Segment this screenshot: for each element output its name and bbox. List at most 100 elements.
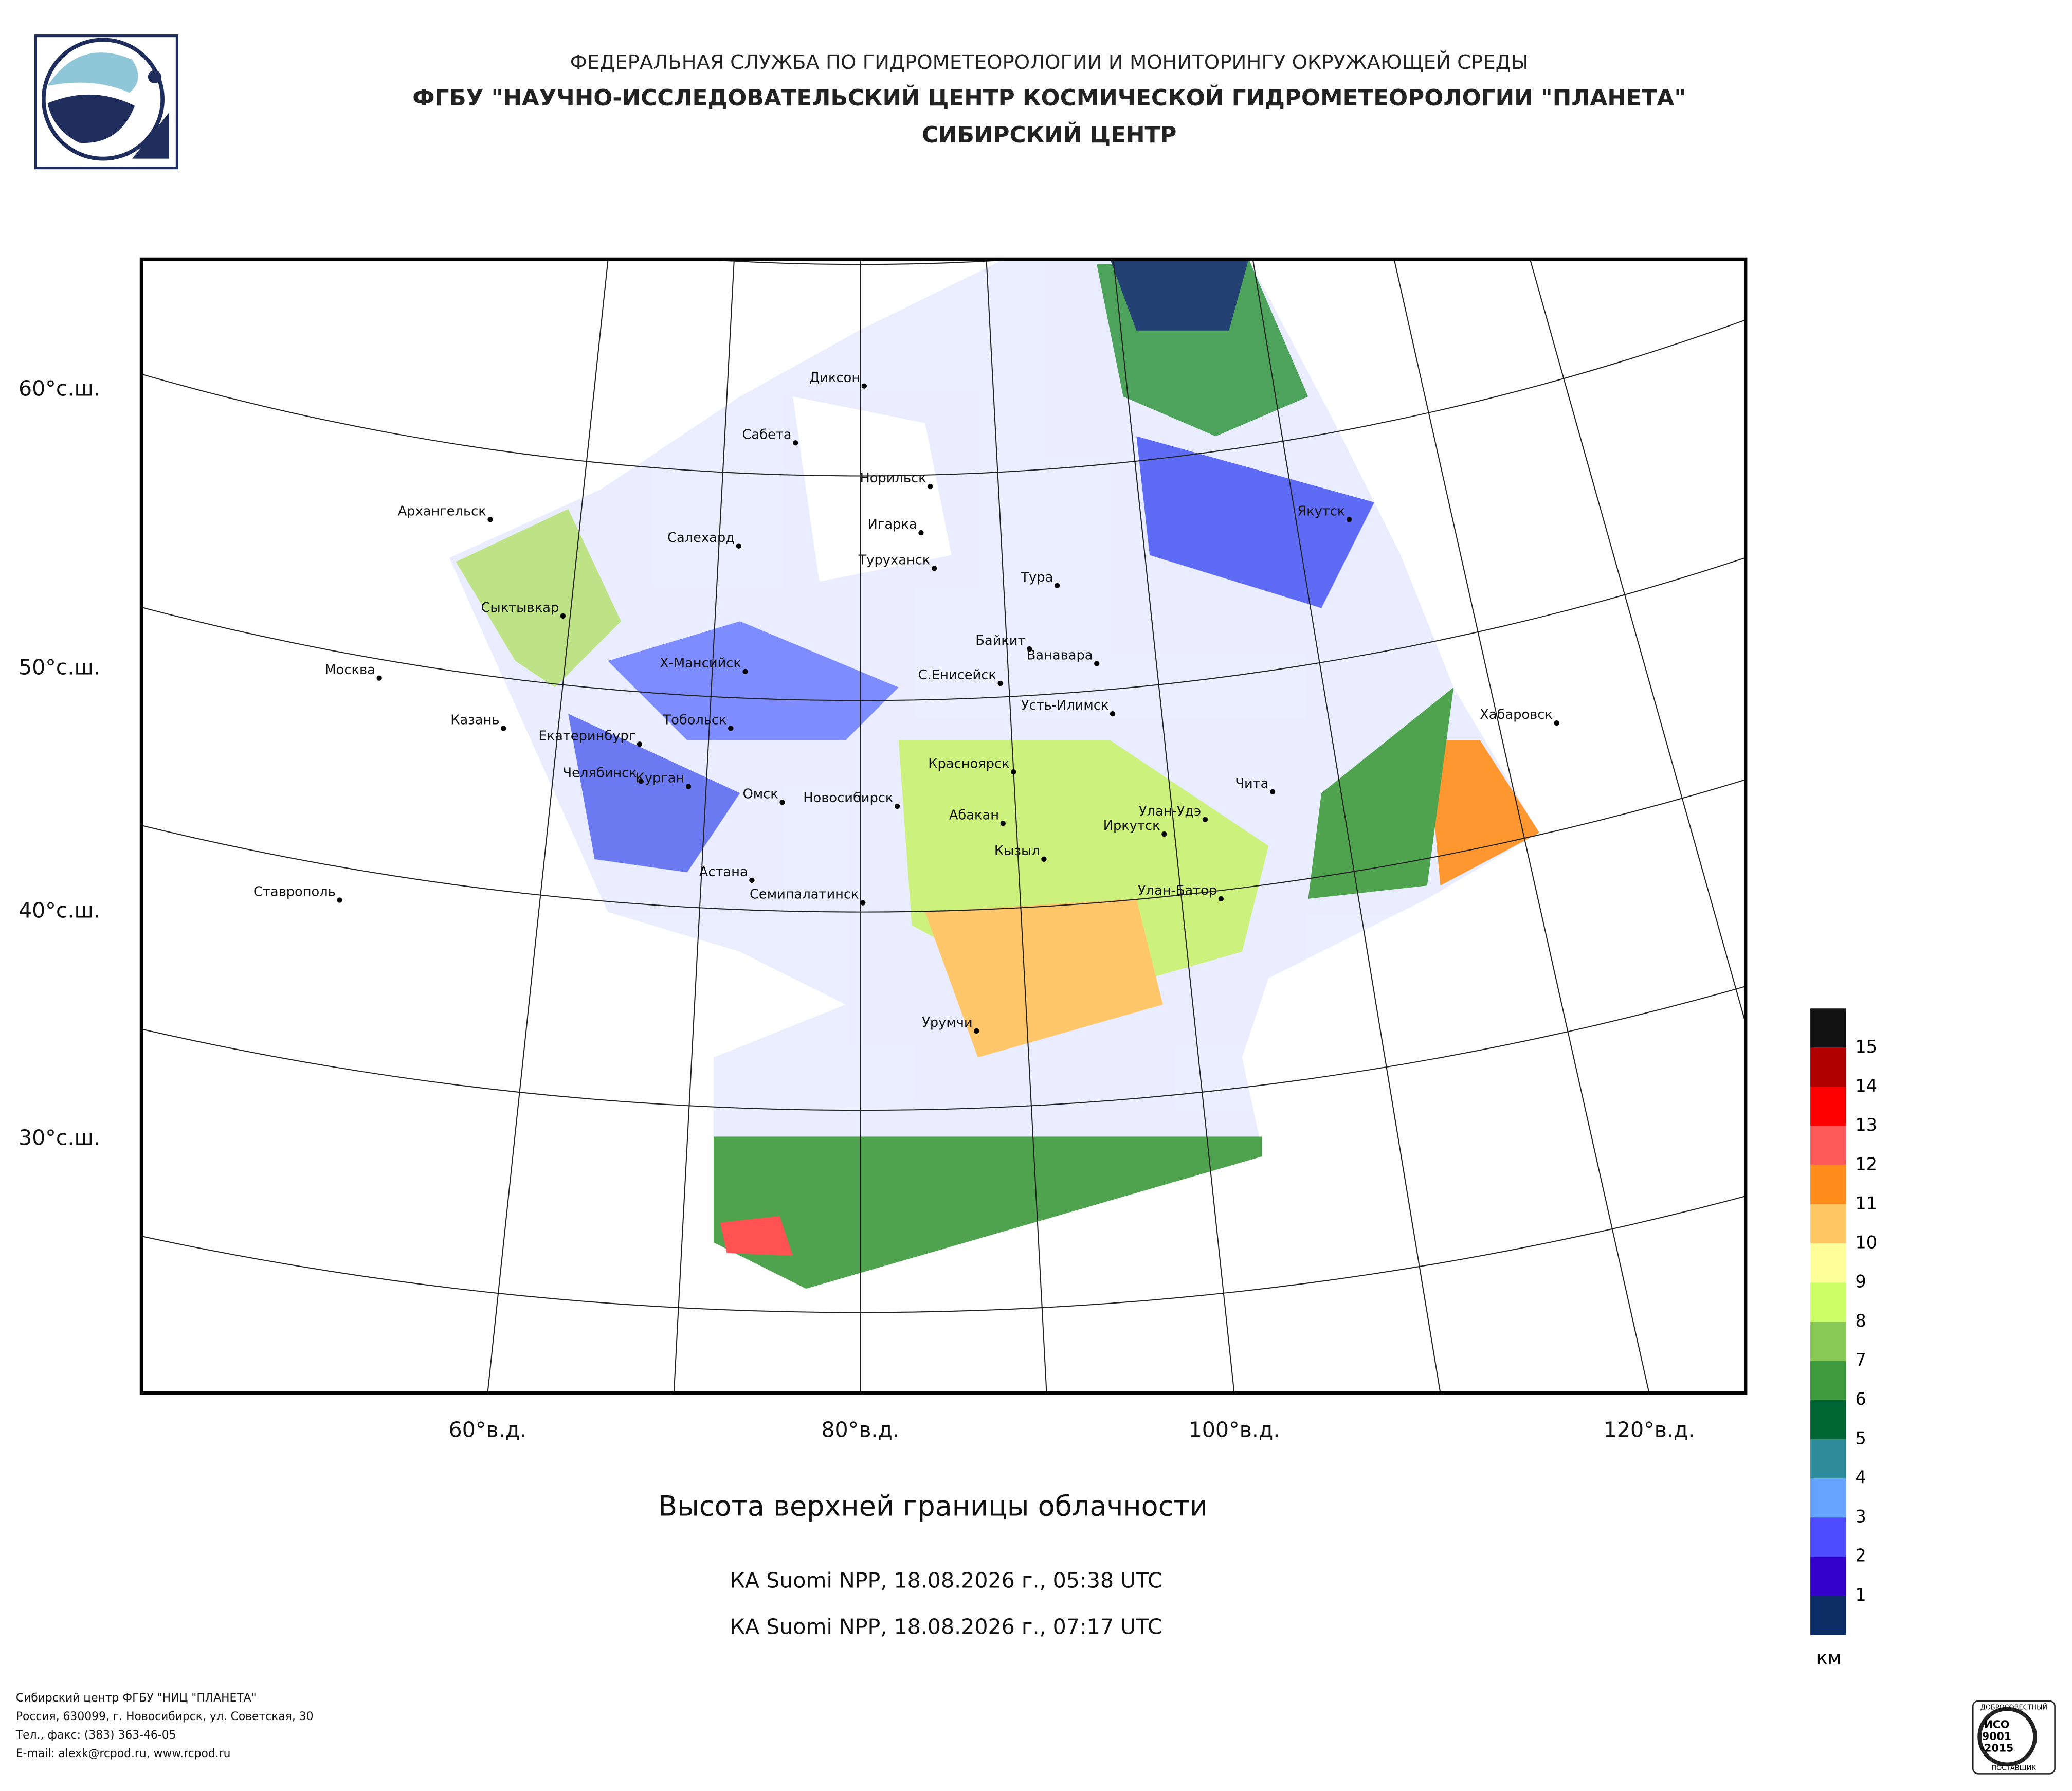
city-label: Байкит (975, 633, 1025, 648)
city-label: Челябинск (563, 765, 637, 781)
city-label: Екатеринбург (538, 728, 635, 744)
legend-label: 12 (1855, 1154, 1877, 1174)
city-label: Астана (699, 864, 748, 880)
city-dot (894, 803, 900, 809)
legend-swatch (1810, 1087, 1846, 1126)
city-label: Сабета (742, 427, 791, 442)
city-label: Урумчи (922, 1015, 972, 1030)
lat-label: 60°с.ш. (19, 376, 100, 401)
legend-label: 5 (1855, 1428, 1866, 1448)
meridian (673, 259, 735, 1394)
city-label: Казань (450, 712, 499, 728)
city-label: Туруханск (858, 552, 931, 568)
footer-line: Сибирский центр ФГБУ "НИЦ "ПЛАНЕТА" (16, 1692, 257, 1705)
legend-label: 13 (1855, 1115, 1877, 1135)
cert-text: 9001 (1982, 1730, 2011, 1742)
legend-swatch (1810, 1517, 1846, 1557)
city-dot (860, 900, 866, 906)
city-dot (928, 483, 933, 490)
city-dot (337, 897, 342, 903)
city-label: Курган (635, 771, 685, 786)
city-label: Тура (1020, 570, 1053, 585)
city-dot (638, 779, 644, 784)
city-dot (376, 675, 382, 681)
footer-line: Тел., факс: (383) 363-46-05 (15, 1729, 176, 1742)
legend-swatch (1810, 1400, 1846, 1439)
city-dot (1554, 720, 1559, 726)
map-frame (139, 257, 1748, 1395)
cities: Диксон Сабета Норильск Игарка Архангельск Сал… (253, 370, 1559, 1034)
city-label: Улан-Батор (1138, 883, 1217, 898)
legend-swatch (1810, 1557, 1846, 1596)
header-line: ФЕДЕРАЛЬНАЯ СЛУЖБА ПО ГИДРОМЕТЕОРОЛОГИИ … (570, 50, 1529, 74)
city-label: Салехард (667, 530, 735, 546)
footer: Сибирский центр ФГБУ "НИЦ "ПЛАНЕТА" Росси… (15, 1692, 314, 1760)
city-dot (1218, 896, 1224, 902)
city-label: Ставрополь (253, 884, 336, 900)
city-dot (501, 726, 506, 731)
city-dot (736, 543, 741, 549)
meridian (1252, 259, 1441, 1394)
city-dot (487, 517, 493, 522)
city-dot (637, 741, 643, 747)
lon-label: 60°в.д. (449, 1418, 527, 1442)
city-dot (560, 613, 566, 619)
city-dot (1094, 661, 1100, 666)
city-dot (749, 877, 755, 883)
caption-pass: КА Suomi NPP, 18.08.2026 г., 07:17 UTC (730, 1615, 1162, 1639)
clouds (449, 259, 1540, 1289)
cert-text: ДОБРОСОВЕСТНЫЙ (1980, 1703, 2047, 1711)
legend-label: 1 (1855, 1585, 1866, 1605)
city-label: Абакан (949, 808, 999, 823)
caption-pass: КА Suomi NPP, 18.08.2026 г., 05:38 UTC (730, 1568, 1162, 1593)
legend-swatch (1810, 1596, 1846, 1635)
city-dot (793, 440, 798, 446)
city-label: Красноярск (928, 756, 1009, 771)
city-dot (1346, 517, 1352, 522)
logo (34, 34, 178, 170)
city-label: С.Енисейск (918, 667, 996, 683)
city-label: Москва (325, 662, 375, 678)
city-dot (974, 1028, 979, 1034)
city-dot (742, 668, 748, 674)
lon-label: 100°в.д. (1189, 1418, 1280, 1442)
city-label: Чита (1235, 776, 1268, 791)
city-dot (1202, 817, 1208, 822)
footer-line: E-mail: alexk@rcpod.ru, www.rcpod.ru (16, 1747, 231, 1760)
legend-unit: км (1816, 1648, 1842, 1669)
legend-swatch (1810, 1478, 1846, 1518)
legend-swatch (1810, 1282, 1846, 1322)
legend-label: 8 (1855, 1311, 1866, 1331)
city-label: Ванавара (1027, 648, 1093, 663)
legend-label: 7 (1855, 1350, 1866, 1370)
legend-label: 11 (1855, 1193, 1877, 1213)
city-dot (728, 726, 734, 731)
meridian (1393, 259, 1650, 1394)
legend-label: 10 (1855, 1233, 1877, 1253)
graticule (141, 259, 1746, 1394)
legend-swatch (1810, 1361, 1846, 1400)
city-label: Хабаровск (1480, 707, 1553, 722)
cert-text: ИСО (1984, 1718, 2010, 1730)
legend-swatch (1810, 1008, 1846, 1048)
legend-label: 2 (1855, 1546, 1866, 1566)
lat-label: 30°с.ш. (19, 1126, 100, 1150)
legend-swatch (1810, 1165, 1846, 1204)
city-label: Архангельск (398, 503, 486, 519)
city-dot (1110, 711, 1116, 717)
city-dot (1054, 583, 1060, 588)
legend-swatch (1810, 1126, 1846, 1165)
city-label: Семипалатинск (750, 887, 859, 902)
axes: 60°с.ш. 50°с.ш. 40°с.ш. 30°с.ш. 60°в.д. 80°в.… (19, 376, 1695, 1442)
legend-label: 9 (1855, 1272, 1866, 1292)
footer-line: Россия, 630099, г. Новосибирск, ул. Сове… (16, 1710, 314, 1723)
city-label: Усть-Илимск (1021, 698, 1108, 713)
city-dot (861, 383, 867, 389)
city-dot (685, 784, 692, 789)
city-label: Якутск (1297, 503, 1345, 519)
city-label: Кызыл (994, 843, 1040, 859)
cert-text: -2015 (1980, 1742, 2014, 1754)
map (141, 259, 1746, 1394)
header-title: ФГБУ "НАУЧНО-ИССЛЕДОВАТЕЛЬСКИЙ ЦЕНТР КОС… (412, 84, 1686, 111)
city-dot (779, 800, 785, 805)
